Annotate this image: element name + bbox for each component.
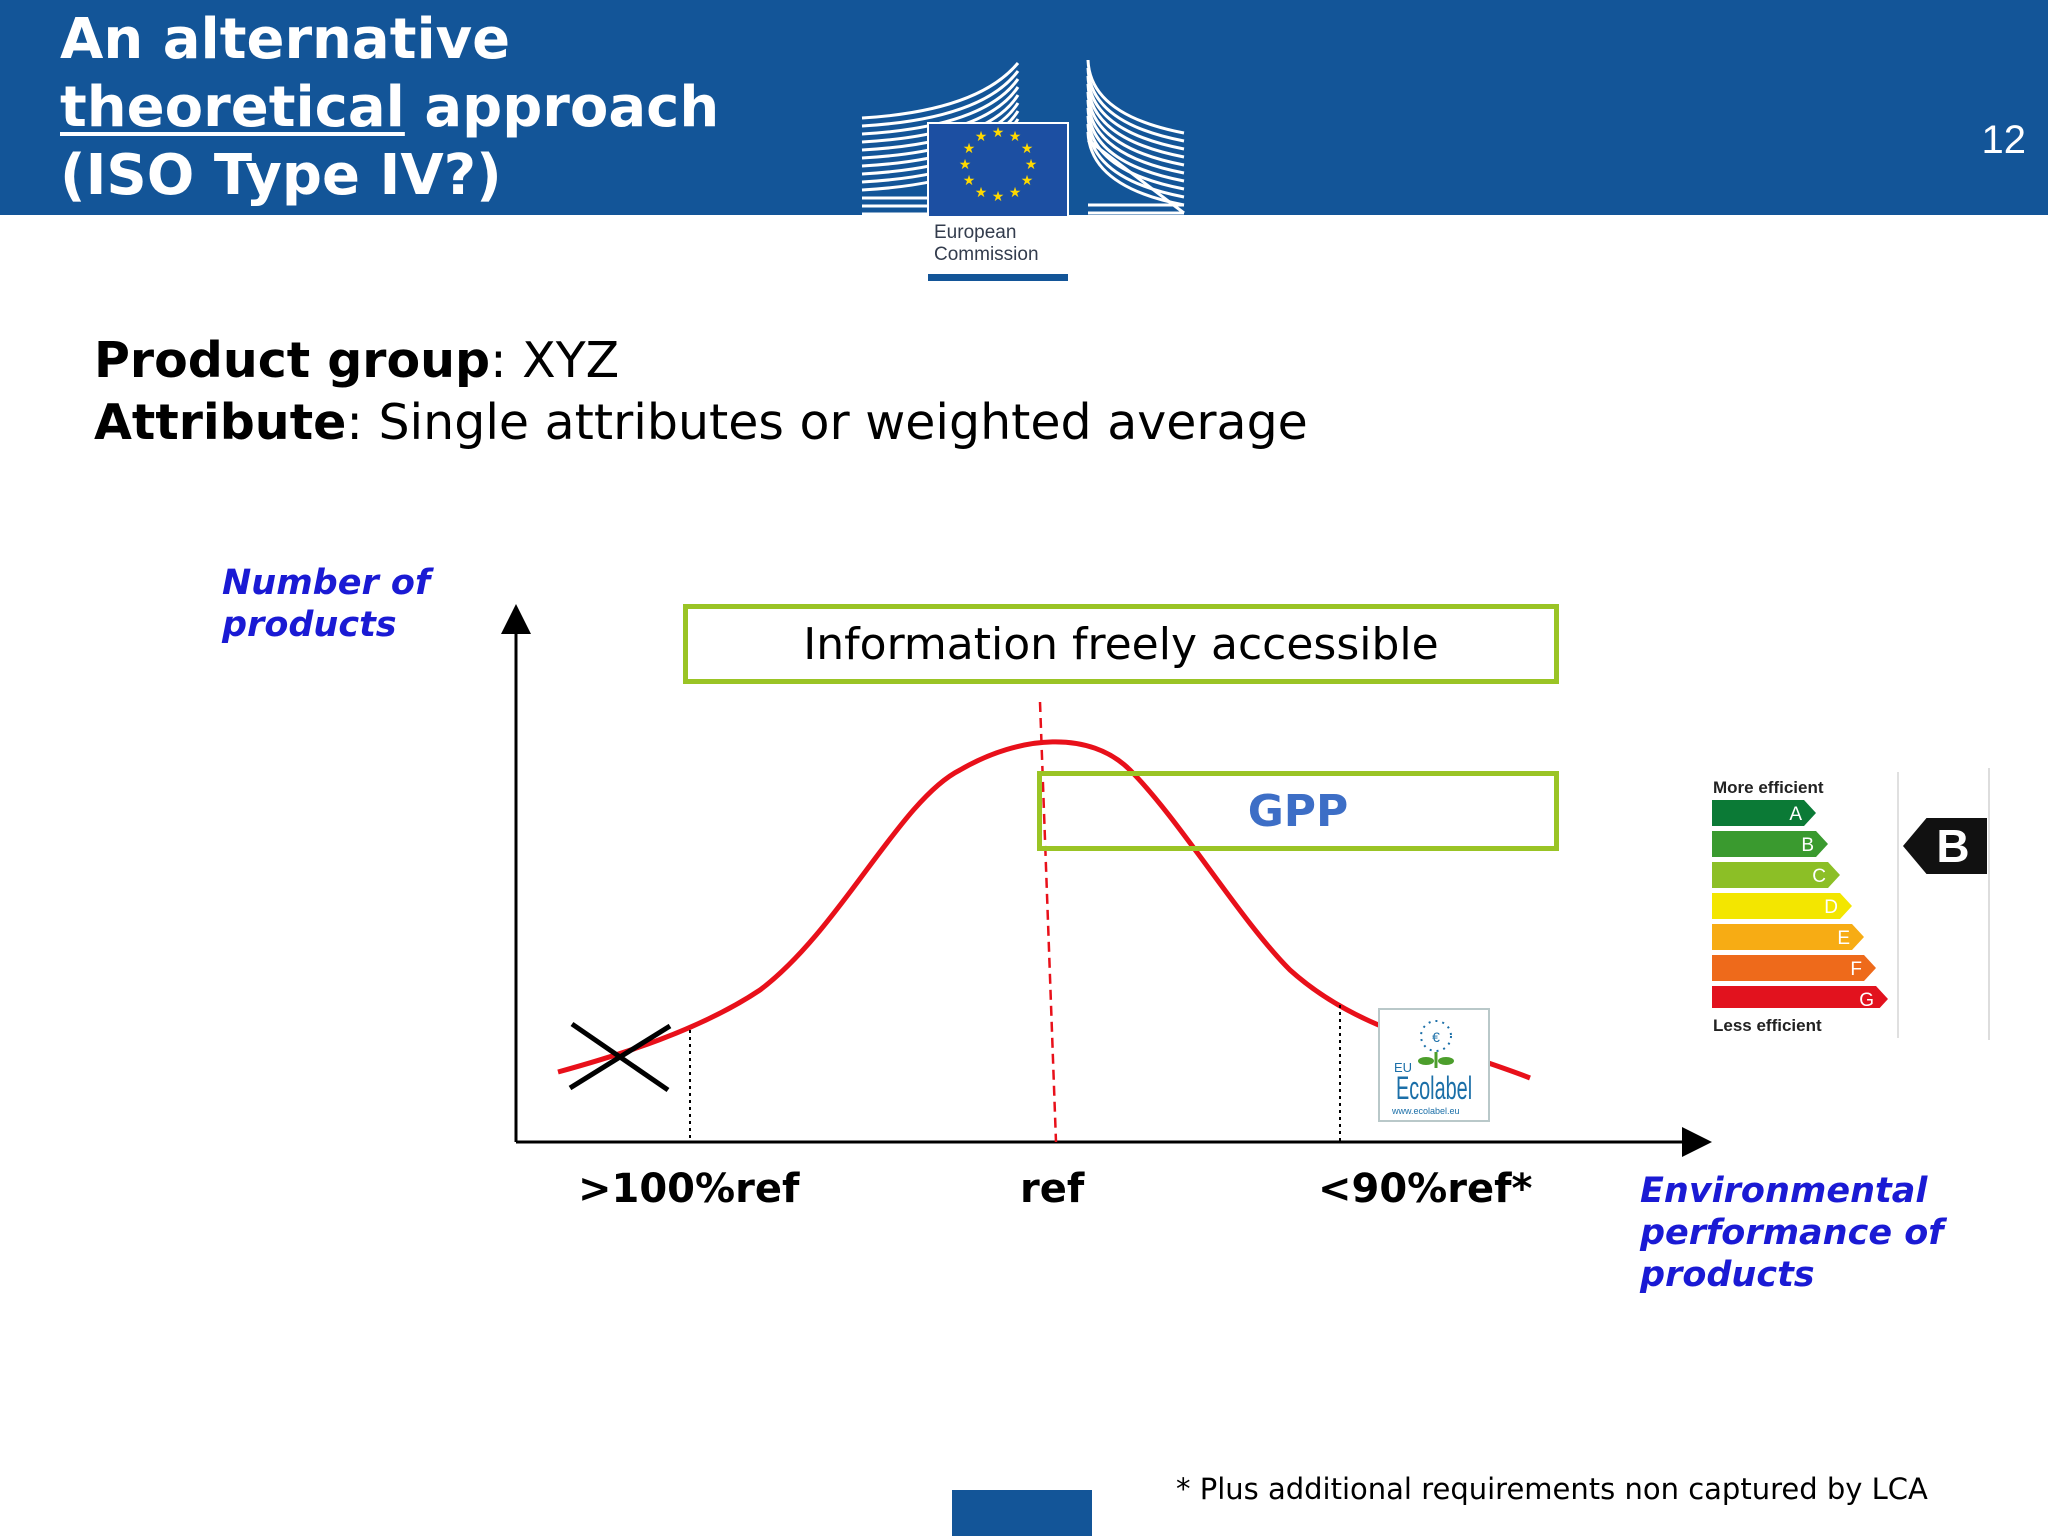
- attribute-line: Attribute: Single attributes or weighted…: [94, 392, 1308, 454]
- ecolabel-eu: EU: [1394, 1060, 1413, 1075]
- svg-text:★: ★: [1021, 173, 1034, 189]
- title-line-1: An alternative: [60, 7, 511, 72]
- european-commission-logo: ★ ★ ★ ★ ★ ★ ★ ★ ★ ★ ★ ★: [861, 59, 1185, 218]
- slide-title: An alternative theoretical approach (ISO…: [60, 6, 719, 210]
- logo-underline: [928, 274, 1068, 281]
- svg-text:★: ★: [992, 189, 1005, 205]
- energy-class-letter-b: B: [1801, 835, 1814, 856]
- energy-class-bar-b: [1712, 831, 1828, 857]
- energy-label-top: More efficient: [1713, 778, 1824, 797]
- x-axis-label-line-1: Environmental: [1640, 1171, 1928, 1211]
- eu-ecolabel-logo: € EU Ecolabel www.ecolabel.eu: [1378, 1008, 1490, 1122]
- ref-dashed-line: [1038, 701, 1058, 1143]
- gpp-box: GPP: [1037, 771, 1559, 851]
- svg-text:★: ★: [992, 125, 1005, 141]
- ecolabel-url: www.ecolabel.eu: [1392, 1106, 1460, 1116]
- attribute-value: : Single attributes or weighted average: [346, 394, 1308, 451]
- energy-class-bar-c: [1712, 862, 1840, 888]
- svg-text:★: ★: [975, 129, 988, 145]
- product-group-value: : XYZ: [490, 332, 620, 389]
- logo-text-line-2: Commission: [934, 244, 1039, 265]
- svg-text:€: €: [1432, 1029, 1440, 1045]
- energy-class-bar-d: [1712, 893, 1852, 919]
- x-axis-label-line-2: performance of: [1640, 1213, 1944, 1253]
- energy-class-bar-a: [1712, 800, 1816, 826]
- energy-rating-indicator: B: [1903, 818, 1987, 874]
- ecolabel-flower-icon: €: [1418, 1020, 1454, 1068]
- ecolabel-name: Ecolabel: [1396, 1070, 1473, 1106]
- tick-label-ref: ref: [1020, 1166, 1085, 1212]
- x-axis-label-line-3: products: [1640, 1255, 1815, 1295]
- product-group-line: Product group: XYZ: [94, 330, 1308, 392]
- svg-text:★: ★: [975, 185, 988, 201]
- svg-text:★: ★: [1009, 185, 1022, 201]
- tick-label-over-100: >100%ref: [578, 1166, 800, 1212]
- title-line-3: (ISO Type IV?): [60, 143, 502, 208]
- footer-block: [952, 1490, 1092, 1536]
- energy-class-bar-g: [1712, 986, 1888, 1008]
- energy-class-bar-f: [1712, 955, 1876, 981]
- title-line-2: theoretical approach: [60, 74, 719, 142]
- svg-text:★: ★: [963, 173, 976, 189]
- intro-text: Product group: XYZ Attribute: Single att…: [94, 330, 1308, 454]
- tick-label-under-90: <90%ref*: [1318, 1166, 1533, 1212]
- energy-class-letter-e: E: [1837, 928, 1850, 949]
- excluded-cross-icon: [568, 1021, 672, 1093]
- svg-text:★: ★: [1025, 157, 1038, 173]
- logo-text-line-1: European: [934, 222, 1017, 243]
- energy-class-letter-d: D: [1824, 897, 1838, 918]
- energy-label-divider: [1897, 772, 1899, 1038]
- y-axis-label-line-2: products: [222, 605, 397, 645]
- y-axis-label: Number of products: [222, 562, 430, 646]
- product-group-label: Product group: [94, 332, 491, 389]
- energy-class-letter-f: F: [1850, 959, 1862, 980]
- y-axis-label-line-1: Number of: [222, 563, 431, 603]
- title-line-2-rest: approach: [404, 75, 720, 140]
- title-underlined-word: theoretical: [60, 75, 405, 140]
- svg-text:★: ★: [1009, 129, 1022, 145]
- attribute-label: Attribute: [94, 394, 347, 451]
- svg-text:★: ★: [963, 141, 976, 157]
- logo-text: European Commission: [934, 222, 1039, 266]
- svg-text:★: ★: [1021, 141, 1034, 157]
- energy-class-letter-a: A: [1789, 804, 1802, 825]
- energy-label-bottom: Less efficient: [1713, 1016, 1822, 1035]
- page-number: 12: [1981, 118, 2027, 162]
- information-accessible-box: Information freely accessible: [683, 604, 1559, 684]
- energy-class-letter-g: G: [1859, 990, 1874, 1008]
- x-axis-label: Environmental performance of products: [1640, 1170, 1944, 1296]
- energy-class-bar-e: [1712, 924, 1864, 950]
- svg-text:★: ★: [959, 157, 972, 173]
- footnote: * Plus additional requirements non captu…: [1176, 1472, 1928, 1506]
- energy-class-letter-c: C: [1812, 866, 1826, 887]
